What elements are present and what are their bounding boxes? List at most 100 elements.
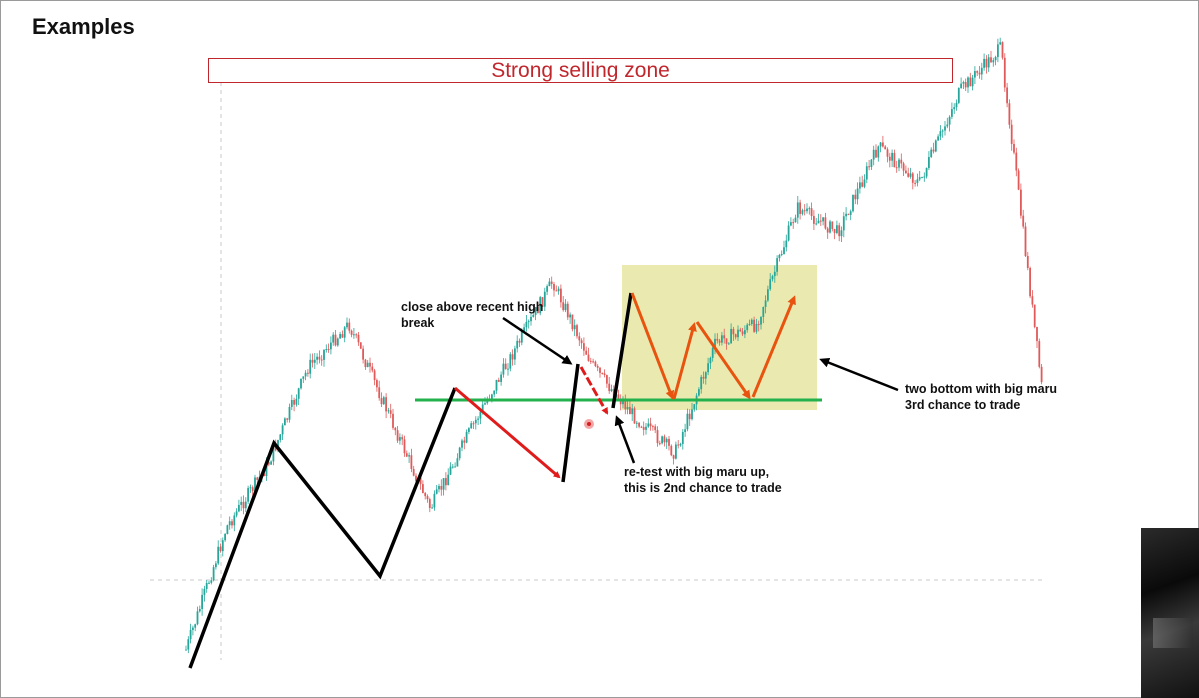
candle-body (580, 340, 583, 344)
candle-body (235, 511, 238, 516)
candle-body (801, 210, 804, 214)
candle-body (1029, 267, 1031, 297)
candle-body (629, 407, 631, 415)
candle-body (433, 493, 436, 508)
candle-body (189, 629, 192, 640)
candle-body (419, 477, 422, 485)
candle-body (688, 413, 691, 420)
candle-body (861, 182, 864, 187)
candle-body (465, 431, 468, 443)
candle-body (497, 379, 500, 382)
candle-body (187, 639, 190, 650)
candle-body (974, 71, 976, 78)
candle-body (971, 77, 974, 87)
candle-body (849, 211, 852, 215)
candle-body (336, 338, 339, 346)
candle-body (571, 314, 574, 330)
candle-body (681, 431, 684, 444)
candle-body (389, 410, 392, 414)
candle-body (198, 608, 201, 612)
candle-body (980, 67, 983, 75)
candle-body (495, 379, 498, 391)
candle-body (1010, 124, 1013, 144)
candle-body (576, 325, 578, 337)
candle-body (286, 418, 289, 420)
candle-body (859, 182, 861, 189)
candle-body (348, 322, 351, 331)
candle-body (918, 177, 921, 180)
candle-body (578, 336, 581, 341)
candle-body (435, 489, 438, 494)
candle-body (879, 142, 882, 147)
candle-body (909, 173, 912, 177)
candle-body (1033, 304, 1036, 327)
candle-body (238, 504, 240, 512)
candle-body (346, 322, 348, 328)
candle-body (617, 394, 620, 400)
candle-body (454, 466, 456, 468)
candle-body (284, 418, 286, 426)
candle-body (806, 208, 808, 212)
candle-body (357, 334, 360, 343)
candle-body (399, 437, 401, 441)
candle-body (833, 228, 836, 233)
candle-body (392, 413, 394, 428)
candle-body (295, 398, 298, 405)
candle-body (762, 306, 765, 317)
candle-body (957, 88, 960, 103)
candle-body (592, 361, 594, 363)
candle-body (373, 370, 376, 381)
candle-body (447, 474, 450, 486)
candle-body (750, 319, 753, 325)
candle-body (217, 546, 220, 564)
candle-body (829, 221, 831, 233)
candle-body (983, 58, 985, 68)
candle-body (606, 375, 608, 384)
candle-body (438, 485, 440, 490)
candle-body (985, 58, 988, 68)
candle-body (449, 466, 452, 475)
candle-body (962, 82, 965, 84)
range-arrow-up-2 (751, 295, 796, 398)
candle-body (895, 167, 898, 169)
candle-body (868, 166, 870, 168)
candle-body (228, 521, 231, 526)
candle-body (953, 107, 956, 110)
candle-body (902, 163, 905, 171)
candle-body (893, 152, 896, 168)
candle-body (746, 324, 749, 331)
candle-body (670, 445, 673, 456)
candle-body (808, 208, 811, 210)
candle-body (990, 57, 992, 63)
candle-body (493, 390, 496, 395)
candle-body (192, 627, 194, 630)
candle-body (633, 408, 636, 424)
candle-body (219, 546, 222, 552)
candle-body (815, 223, 818, 225)
candle-body (385, 397, 387, 412)
candle-body (525, 321, 528, 328)
candle-body (635, 422, 638, 424)
candle-body (863, 179, 866, 187)
candle-body (477, 418, 479, 420)
candle-body (792, 222, 795, 224)
candle-body (647, 423, 650, 427)
candle-body (281, 425, 284, 435)
candle-body (307, 372, 309, 374)
candle-body (500, 374, 502, 382)
candle-body (624, 400, 627, 410)
candle-body (242, 501, 245, 509)
candle-body (359, 342, 362, 349)
candle-body (263, 473, 266, 477)
pointer-arrow-retest (614, 415, 636, 464)
candle-body (870, 159, 873, 168)
candle-body (585, 350, 588, 355)
candle-body (539, 297, 542, 314)
candle-body (318, 356, 321, 360)
candle-body (886, 149, 889, 157)
candle-body (589, 360, 592, 362)
candle-body (514, 348, 516, 360)
candle-body (937, 136, 939, 141)
candle-body (587, 354, 590, 361)
candle-body (309, 359, 312, 374)
